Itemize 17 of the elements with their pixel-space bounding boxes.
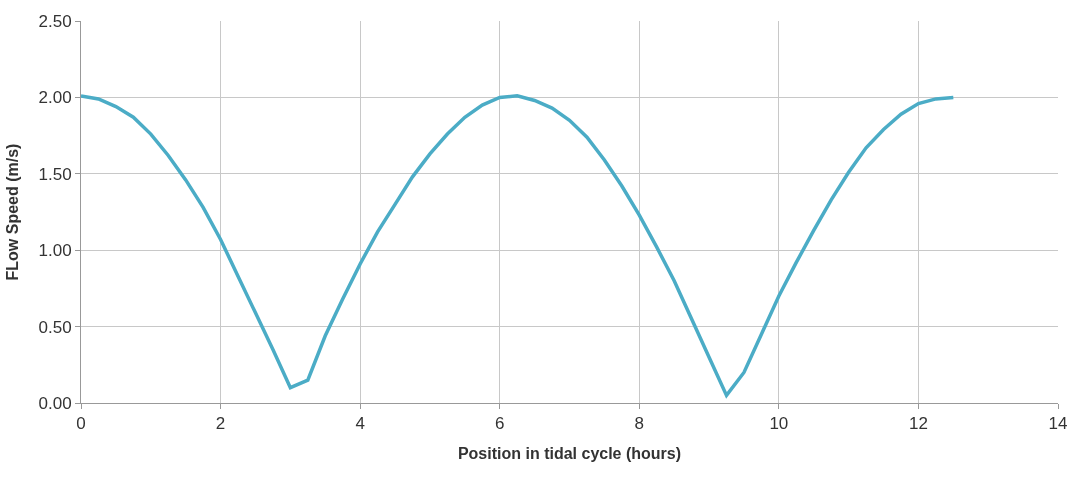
x-tick-label: 0 <box>76 414 86 434</box>
x-axis-title: Position in tidal cycle (hours) <box>457 445 682 463</box>
y-tick-label: 0.50 <box>38 317 72 337</box>
y-tick-label: 2.50 <box>38 11 72 31</box>
x-tick-label: 2 <box>215 414 226 434</box>
x-tick-label: 8 <box>634 414 645 434</box>
y-tick-label: 1.00 <box>38 241 72 261</box>
y-tick-label: 2.00 <box>38 88 72 108</box>
x-tick-label: 14 <box>1048 414 1068 434</box>
line-series <box>81 94 956 398</box>
x-tick-label: 10 <box>769 414 789 434</box>
x-tick-label: 12 <box>908 414 928 434</box>
x-tick-label: 4 <box>355 414 365 434</box>
y-tick-label: 0.00 <box>38 393 72 413</box>
x-tick-label: 6 <box>494 414 505 434</box>
y-tick-label: 1.50 <box>38 164 72 184</box>
y-axis-title: FLow Speed (m/s) <box>4 143 22 281</box>
